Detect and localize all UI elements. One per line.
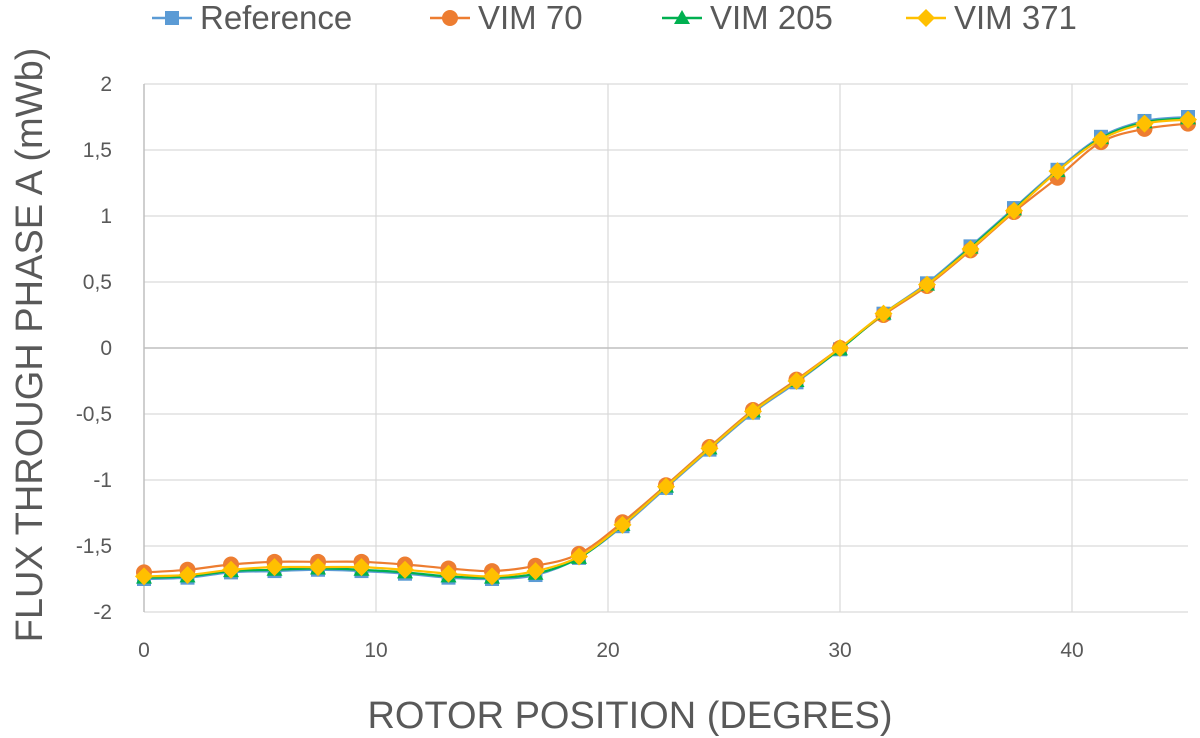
data-point-vim-371 (526, 562, 545, 581)
data-point-vim-371 (135, 567, 153, 586)
data-point-vim-371 (874, 304, 893, 323)
legend-label: VIM 371 (954, 0, 1077, 36)
legend-label: Reference (200, 0, 352, 36)
data-point-vim-371 (918, 275, 936, 294)
legend-label: VIM 205 (710, 0, 833, 36)
y-tick-label: -1 (93, 469, 112, 492)
y-axis-title: FLUX THROUGH PHASE A (mWb) (9, 48, 51, 643)
legend-marker-diamond (917, 9, 935, 27)
y-tick-label: 1,5 (83, 139, 112, 162)
data-point-vim-371 (787, 372, 806, 390)
data-point-vim-371 (1005, 201, 1023, 220)
y-tick-label: 2 (100, 73, 112, 96)
series-vim-371 (135, 110, 1197, 586)
legend-label: VIM 70 (478, 0, 583, 36)
legend-item-reference: Reference (152, 0, 352, 36)
data-point-vim-371 (483, 567, 501, 586)
legend-item-vim-70: VIM 70 (430, 0, 583, 36)
data-point-vim-371 (700, 439, 719, 458)
legend-item-vim-205: VIM 205 (662, 0, 833, 36)
x-axis-title: ROTOR POSITION (DEGRES) (367, 695, 892, 737)
data-point-vim-371 (657, 477, 675, 496)
y-tick-label: -1,5 (76, 535, 112, 558)
data-point-vim-371 (309, 558, 327, 577)
x-tick-label: 0 (138, 639, 150, 662)
series-vim-205 (136, 110, 1196, 584)
x-tick-label: 10 (364, 639, 387, 662)
data-point-vim-371 (1135, 114, 1154, 133)
axes (143, 84, 1188, 612)
legend-item-vim-371: VIM 371 (906, 0, 1077, 36)
legend-marker-triangle (674, 10, 690, 24)
y-tick-label: 1 (100, 205, 112, 228)
data-point-vim-371 (961, 240, 980, 258)
data-point-vim-371 (831, 339, 849, 357)
x-tick-label: 20 (596, 639, 619, 662)
data-point-vim-371 (439, 564, 458, 583)
y-tick-label: 0,5 (83, 271, 112, 294)
y-tick-label: -2 (93, 601, 112, 624)
y-tick-label: -0,5 (76, 403, 112, 426)
data-point-vim-371 (222, 560, 240, 579)
data-point-vim-371 (352, 558, 371, 577)
tick-labels: 2 1,5 1 0,5 0 -0,5 -1 -1,5 -2 0 10 20 30 40 (76, 73, 1084, 662)
legend-marker-circle (442, 10, 458, 26)
series-layer (135, 110, 1197, 586)
data-point-vim-371 (396, 560, 414, 579)
x-tick-label: 40 (1060, 639, 1083, 662)
data-point-vim-371 (178, 566, 197, 585)
data-point-vim-371 (570, 547, 588, 566)
legend: Reference VIM 70 VIM 205 VIM 371 (152, 0, 1077, 36)
legend-marker-square (165, 11, 179, 25)
data-point-vim-371 (1179, 110, 1197, 129)
data-point-vim-371 (1048, 162, 1067, 181)
data-point-vim-371 (265, 558, 284, 577)
data-point-vim-371 (613, 515, 632, 534)
x-tick-label: 30 (828, 639, 851, 662)
y-tick-label: 0 (100, 337, 112, 360)
data-point-vim-371 (744, 402, 762, 421)
data-point-vim-371 (1092, 130, 1110, 149)
